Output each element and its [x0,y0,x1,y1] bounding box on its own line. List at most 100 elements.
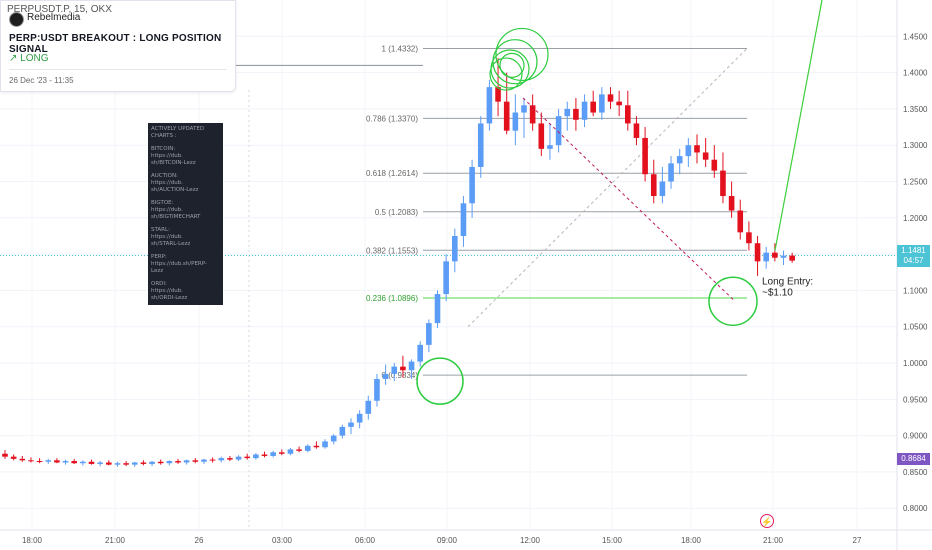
candle-body [279,452,285,454]
candle-body [668,163,674,182]
notes-link-auction[interactable]: AUCTION: https://dub. sh/AUCTION-Lezz [151,173,199,193]
candle-body [166,461,173,464]
price-tick-label: 1.1000 [903,286,928,295]
candle-body [227,458,233,460]
top-circle[interactable] [499,52,525,78]
candle-body [374,378,380,401]
low-price-badge: 0.8684 [897,452,930,465]
candle-body [304,445,311,451]
current-price-value: 1.1481 [901,246,926,256]
candle-body [469,166,475,204]
price-tick-label: 1.2500 [903,178,928,187]
price-tick-label: 1.4500 [903,32,928,41]
candle-body [495,87,501,102]
candle-body [529,105,536,124]
notes-link-bitcoin[interactable]: BITCOIN: https://dub. sh/BITCOIN-Lezz [151,146,196,166]
breakout-circle[interactable] [416,357,464,405]
candle-body [702,152,709,160]
candle-body [382,373,389,379]
notes-link-ordi[interactable]: ORDI: https://dub. sh/ORDI-Lezz [151,281,188,301]
decline-trend-line[interactable] [522,97,736,302]
fib-level-label: 0.236 (1.0896) [366,294,418,303]
candle-body [711,159,718,171]
candle-body [71,461,77,464]
candle-body [157,461,164,464]
symbol-label[interactable]: PERPUSDT.P, 15, OKX [7,4,112,15]
time-tick-label: 21:00 [763,536,784,545]
idea-info-card: PERPUSDT.P, 15, OKX Rebelmedia PERP:USDT… [0,0,236,92]
price-tick-label: 0.8000 [903,504,928,513]
candle-body [590,101,596,113]
time-tick-label: 18:00 [22,536,43,545]
candle-body [218,458,225,461]
price-tick-label: 0.9000 [903,432,928,441]
fib-trend-line[interactable] [467,48,748,328]
candle-body [408,361,415,371]
candle-body [633,123,640,138]
candle-body [140,462,147,464]
candle-body [356,413,363,423]
entry-annotation-line2: ~$1.10 [762,287,793,298]
candle-body [114,463,121,465]
candle-body [434,294,441,324]
publish-date: 26 Dec '23 - 11:35 [9,76,74,85]
candle-body [685,145,692,157]
entry-circle[interactable] [708,276,758,327]
author-avatar[interactable] [9,12,24,27]
time-tick-label: 06:00 [355,536,376,545]
author-name[interactable]: Rebelmedia [27,12,81,23]
notes-panel: ACTIVELY UPDATED CHARTS : BITCOIN: https… [148,123,223,305]
candle-body [261,454,268,456]
candle-body [772,252,778,258]
candle-body [36,461,43,463]
candle-body [313,445,320,448]
price-tick-label: 1.0000 [903,359,928,368]
lightning-icon[interactable]: ⚡ [760,514,774,528]
current-price-badge: 1.1481 04:57 [897,245,930,268]
price-tick-label: 0.9500 [903,395,928,404]
candle-body [659,181,666,197]
candle-body [183,460,190,463]
price-tick-label: 1.3500 [903,105,928,114]
fib-level-label: 0 (0.9834) [382,371,419,380]
candle-body [131,462,138,465]
time-axis: 18:00 21:00 26 03:00 06:00 09:00 12:00 15:00 18:… [0,529,932,545]
candle-body [625,105,631,124]
time-tick-label: 26 [195,536,204,545]
notes-link-perp[interactable]: PERP: https://dub.sh/PERP- Lezz [151,254,207,274]
notes-link-starl[interactable]: STARL: https://dub. sh/STARL-Lezz [151,227,191,247]
candle-body [28,460,34,462]
candle-body [503,101,510,131]
candle-body [460,203,467,236]
bar-countdown: 04:57 [903,256,924,266]
candle-body [330,435,337,442]
candle-body [573,108,579,120]
candle-body [322,441,328,448]
projection-line[interactable] [774,0,823,251]
top-circle[interactable] [489,57,523,91]
candle-body [720,170,726,197]
top-circle[interactable] [495,27,549,82]
candle-body [746,232,752,244]
price-tick-label: 1.4000 [903,69,928,78]
time-tick-label: 12:00 [520,536,541,545]
candle-body [547,145,553,149]
candle-body [452,235,458,262]
direction-long-label: ↗ LONG [9,53,49,64]
time-tick-label: 21:00 [105,536,126,545]
price-axis: 0.8000 0.8500 0.9000 0.9500 1.0000 1.0500 1.10… [896,0,928,550]
candle-body [616,101,622,106]
candle-body [348,422,354,427]
candle-body [365,400,372,414]
notes-link-bigtoe[interactable]: BIGTOE: https://dub. sh/BIGTIMECHART [151,200,201,220]
candle-body [754,243,761,262]
price-tick-label: 1.3000 [903,141,928,150]
candle-body [97,462,103,464]
candle-body [728,196,735,211]
candlestick-series [2,58,795,467]
candle-body [521,105,527,113]
candle-body [417,344,423,362]
candle-body [581,101,588,120]
candle-body [88,461,95,464]
